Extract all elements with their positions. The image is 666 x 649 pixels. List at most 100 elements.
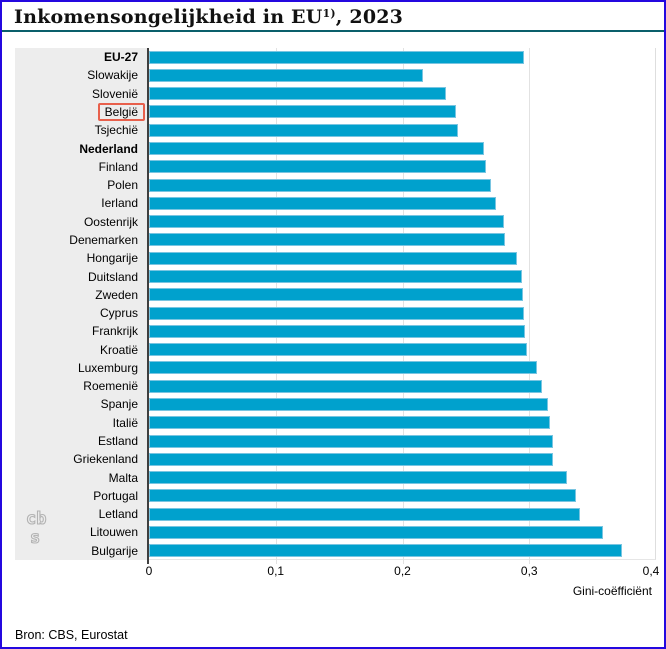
category-label: Kroatië (99, 342, 138, 357)
gini-bar-polen[interactable] (149, 178, 492, 192)
table-row: Griekenland (15, 450, 656, 468)
x-tick-label: 0 (145, 564, 153, 578)
category-label: Griekenland (73, 452, 138, 467)
gini-bar-nederland[interactable] (149, 142, 484, 156)
gini-bar-letland[interactable] (149, 507, 580, 521)
table-row: Bulgarije (15, 542, 656, 560)
bar-cell (147, 66, 656, 84)
table-row: Zweden (15, 286, 656, 304)
category-label: Letland (98, 507, 138, 522)
gini-bar-litouwen[interactable] (149, 525, 603, 539)
gini-bar-finland[interactable] (149, 160, 487, 174)
category-label: Litouwen (89, 525, 138, 540)
gini-bar-tsjechië[interactable] (149, 123, 459, 137)
table-row: Nederland (15, 139, 656, 157)
gini-bar-oostenrijk[interactable] (149, 215, 504, 229)
gini-bar-kroatië[interactable] (149, 343, 527, 357)
table-row: Kroatië (15, 341, 656, 359)
gridline-0-1 (275, 48, 277, 564)
table-row: Italië (15, 414, 656, 432)
bar-cell (147, 359, 656, 377)
gini-bar-bulgarije[interactable] (149, 544, 622, 558)
category-label: Zweden (95, 287, 138, 302)
x-tick-label: 0,4 (642, 564, 660, 578)
gini-bar-slowakije[interactable] (149, 68, 423, 82)
category-label: Spanje (100, 397, 138, 412)
bar-cell (147, 542, 656, 560)
bar-cell (147, 450, 656, 468)
gini-bar-portugal[interactable] (149, 489, 577, 503)
category-label: België (15, 102, 147, 121)
bar-cell (147, 139, 656, 157)
table-row: Denemarken (15, 231, 656, 249)
x-tick-label: 0,3 (520, 564, 538, 578)
gini-bar-luxemburg[interactable] (149, 361, 537, 375)
category-label: Luxemburg (77, 360, 138, 375)
table-row: Hongarije (15, 249, 656, 267)
gini-bar-malta[interactable] (149, 471, 568, 485)
gini-bar-ierland[interactable] (149, 196, 497, 210)
bar-cell (147, 523, 656, 541)
bar-cell (147, 213, 656, 231)
bar-cell (147, 505, 656, 523)
category-label: Duitsland (87, 269, 138, 284)
category-label: Oostenrijk (83, 214, 138, 229)
gini-bar-zweden[interactable] (149, 288, 523, 302)
category-label: EU-27 (103, 50, 138, 65)
category-label: Denemarken (69, 232, 138, 247)
gini-bar-griekenland[interactable] (149, 452, 554, 466)
category-label: Slovenië (91, 86, 138, 101)
gridline-0-2 (402, 48, 404, 564)
gini-bar-belgië[interactable] (149, 105, 456, 119)
category-label: Cyprus (99, 306, 138, 321)
gini-bar-eu-27[interactable] (149, 50, 525, 64)
bar-cell (147, 249, 656, 267)
bar-cell (147, 414, 656, 432)
table-row: Slowakije (15, 66, 656, 84)
chart-title-main: Inkomensongelijkheid in EU (14, 6, 323, 28)
gini-bar-hongarije[interactable] (149, 251, 517, 265)
chart-title: Inkomensongelijkheid in EU1), 2023 (14, 6, 403, 28)
x-tick-label: 0,2 (394, 564, 411, 578)
category-label: Portugal (93, 488, 138, 503)
gini-bar-roemenië[interactable] (149, 379, 542, 393)
table-row: Luxemburg (15, 359, 656, 377)
bar-cell (147, 487, 656, 505)
table-row: België (15, 102, 656, 121)
gini-bar-estland[interactable] (149, 434, 554, 448)
table-row: Roemenië (15, 377, 656, 395)
table-row: Litouwen (15, 523, 656, 541)
gini-bar-italië[interactable] (149, 416, 550, 430)
category-label: Tsjechië (94, 123, 138, 138)
table-row: Finland (15, 158, 656, 176)
gini-bar-cyprus[interactable] (149, 306, 525, 320)
gini-bar-spanje[interactable] (149, 397, 549, 411)
bar-cell (147, 322, 656, 340)
category-label: Polen (107, 178, 138, 193)
category-label: Nederland (79, 141, 138, 156)
category-label-panel (15, 48, 147, 560)
table-row: Estland (15, 432, 656, 450)
category-label: Estland (97, 434, 138, 449)
x-axis-title: Gini-coëfficiënt (572, 584, 652, 598)
category-label: Malta (108, 470, 138, 485)
gini-bar-frankrijk[interactable] (149, 324, 526, 338)
gini-bar-denemarken[interactable] (149, 233, 506, 247)
bar-cell (147, 468, 656, 486)
bar-cell (147, 231, 656, 249)
bar-cell (147, 103, 656, 121)
category-label: Roemenië (83, 379, 138, 394)
table-row: Spanje (15, 395, 656, 413)
table-row: Tsjechië (15, 121, 656, 139)
table-row: Portugal (15, 487, 656, 505)
table-row: Oostenrijk (15, 213, 656, 231)
chart-title-footnote-marker: 1) (322, 7, 336, 20)
table-row: Duitsland (15, 267, 656, 285)
gini-bar-duitsland[interactable] (149, 270, 522, 284)
bar-cell (147, 176, 656, 194)
table-row: Polen (15, 176, 656, 194)
gini-bar-slovenië[interactable] (149, 87, 446, 101)
bar-cell (147, 286, 656, 304)
chart-title-suffix: , 2023 (335, 6, 404, 28)
